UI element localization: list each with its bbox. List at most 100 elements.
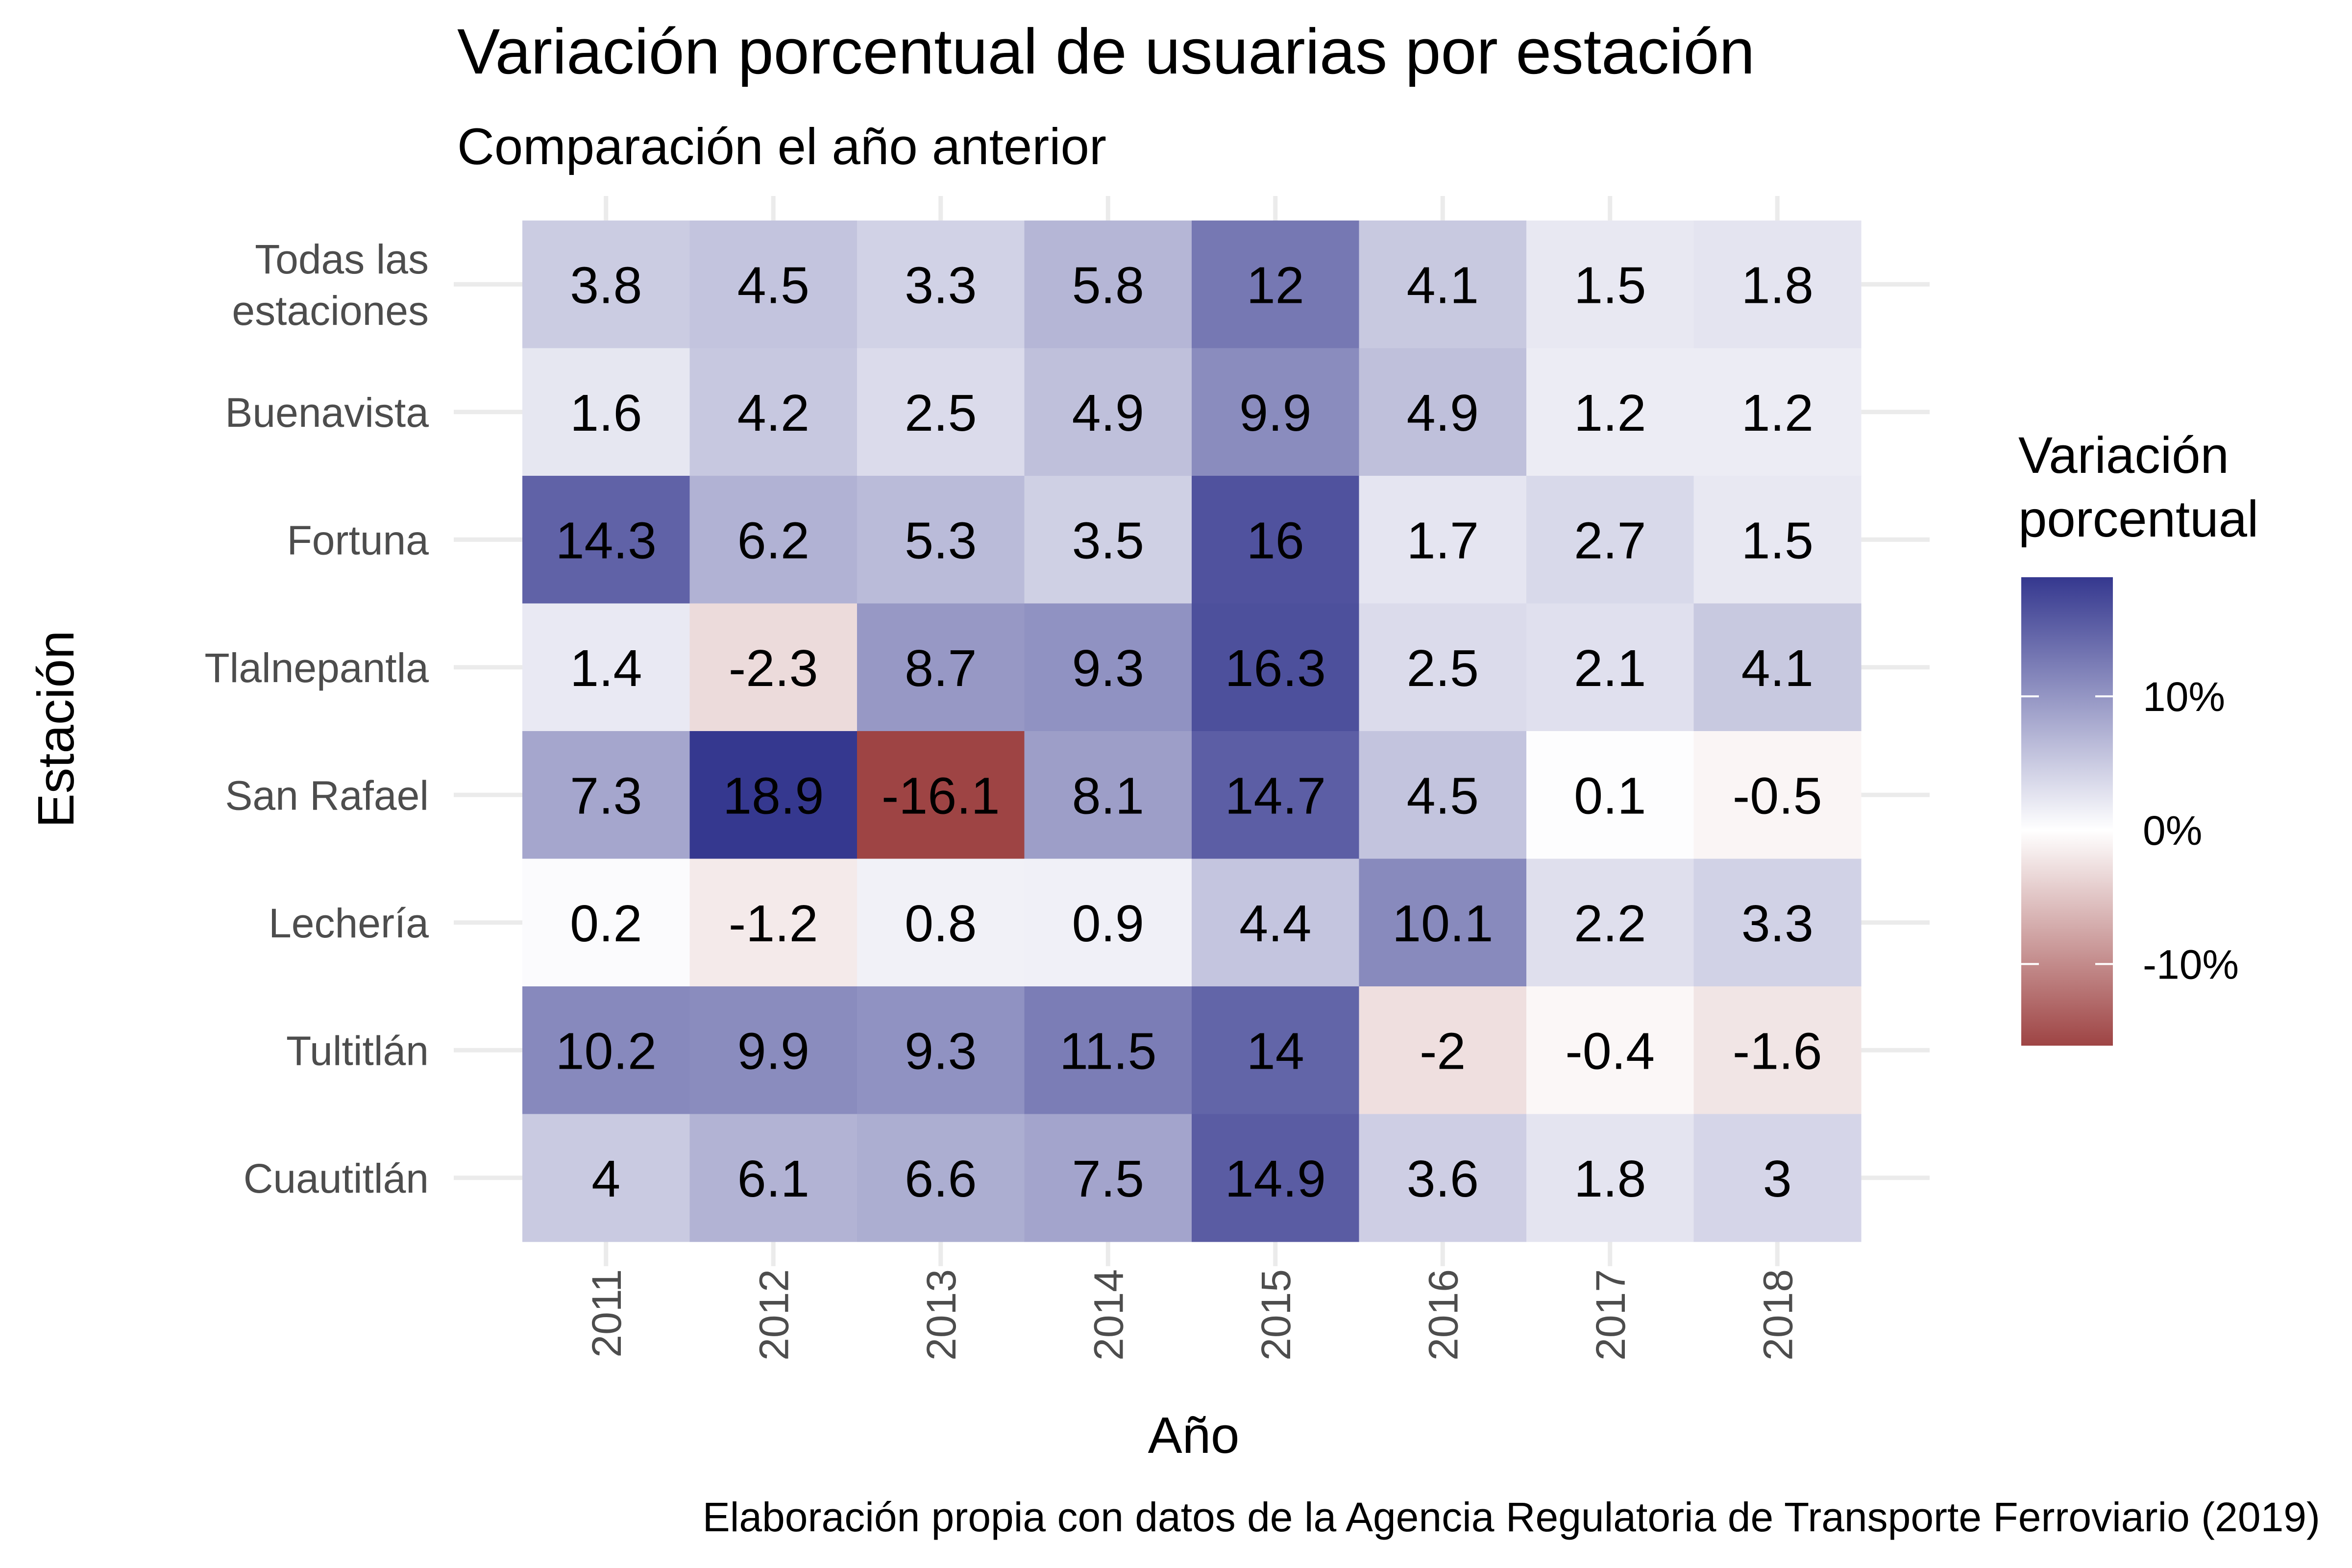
cell-value-label: 5.3 [905, 512, 977, 569]
heatmap-cell [1359, 1114, 1527, 1242]
heatmap-cell [1024, 858, 1192, 987]
cell-value-label: 1.5 [1741, 512, 1813, 569]
y-axis-tick-labels: Todas las estaciones Buenavista Fortuna Tlal… [204, 236, 429, 1201]
heatmap-cell [1526, 858, 1694, 987]
cell-labels: 3.8 4.5 3.3 5.8 12 4.1 1.5 1.8 1.6 4.2 2.5 4.9 9.9 4.… [556, 256, 1822, 1208]
cell-value-label: 4.4 [1239, 895, 1311, 953]
heatmap-cell [1192, 731, 1360, 859]
heatmap-cell [857, 858, 1025, 987]
chart-title: Variación porcentual de usuarias por est… [457, 15, 1755, 87]
cell-value-label: 3.8 [570, 256, 642, 314]
x-tick-label: 2011 [584, 1269, 630, 1358]
cell-value-label: 3.6 [1407, 1150, 1479, 1208]
legend-break-label: 0% [2143, 808, 2202, 854]
cell-value-label: 16 [1247, 512, 1304, 569]
heatmap-cell [1359, 348, 1527, 476]
cell-value-label: -1.6 [1733, 1022, 1822, 1080]
heatmap-cell [1359, 476, 1527, 604]
x-tick-label: 2015 [1253, 1269, 1299, 1361]
heatmap-cell [689, 348, 858, 476]
cell-value-label: 6.2 [737, 512, 809, 569]
heatmap-cell [1024, 348, 1192, 476]
heatmap-cell [1526, 220, 1694, 349]
cell-value-label: 8.7 [905, 639, 977, 697]
cell-value-label: 6.1 [737, 1150, 809, 1208]
cell-value-label: -16.1 [882, 767, 1000, 825]
cell-value-label: 11.5 [1059, 1022, 1156, 1080]
heatmap-cell [689, 220, 858, 349]
chart-subtitle: Comparación el año anterior [457, 118, 1106, 175]
cell-value-label: 5.8 [1072, 256, 1144, 314]
y-tick-label: Tlalnepantla [204, 645, 429, 691]
cell-value-label: 10.2 [556, 1022, 657, 1080]
x-tick-label: 2018 [1755, 1269, 1801, 1361]
heatmap-cell [689, 476, 858, 604]
cell-value-label: 9.9 [1239, 384, 1311, 442]
cell-value-label: 6.6 [905, 1150, 977, 1208]
heatmap-cell [522, 220, 690, 349]
cell-value-label: 4 [591, 1150, 620, 1208]
x-tick-label: 2014 [1085, 1269, 1131, 1361]
heatmap-cell [857, 603, 1025, 732]
heatmap-cell [522, 731, 690, 859]
heatmap-cell [1693, 476, 1862, 604]
cell-value-label: 9.3 [1072, 639, 1144, 697]
legend-colorbar [2021, 577, 2113, 1046]
heatmap-cell [1693, 858, 1862, 987]
heatmap-cell [1693, 986, 1862, 1115]
x-tick-label: 2016 [1420, 1269, 1466, 1361]
cell-value-label: 4.5 [737, 256, 809, 314]
heatmap-cell [1359, 220, 1527, 349]
cell-value-label: 2.2 [1574, 895, 1646, 953]
chart-caption: Elaboración propia con datos de la Agenc… [703, 1494, 2320, 1540]
cell-value-label: 10.1 [1392, 895, 1493, 953]
x-axis-tick-labels: 2011 2012 2013 2014 2015 2016 2017 2018 [584, 1269, 1801, 1361]
cell-value-label: 1.8 [1741, 256, 1813, 314]
cell-value-label: 2.7 [1574, 512, 1646, 569]
cell-value-label: 2.5 [905, 384, 977, 442]
heatmap-cell [522, 1114, 690, 1242]
heatmap-cell [1024, 220, 1192, 349]
cell-value-label: 4.1 [1741, 639, 1813, 697]
heatmap-cell [1526, 476, 1694, 604]
heatmap-cells [522, 220, 1862, 1242]
heatmap-cell [857, 476, 1025, 604]
cell-value-label: 3.3 [1741, 895, 1813, 953]
heatmap-cell [1192, 603, 1360, 732]
y-tick-label: Tultitlán [286, 1028, 429, 1074]
cell-value-label: 3.5 [1072, 512, 1144, 569]
heatmap-cell [689, 986, 858, 1115]
color-legend: Variación porcentual 10% 0% -10% [2018, 427, 2258, 1046]
y-tick-label: San Rafael [225, 772, 429, 818]
cell-value-label: 4.1 [1407, 256, 1479, 314]
cell-value-label: 1.8 [1574, 1150, 1646, 1208]
cell-value-label: 14.3 [556, 512, 657, 569]
cell-value-label: 16.3 [1225, 639, 1326, 697]
heatmap-cell [1024, 731, 1192, 859]
cell-value-label: -0.4 [1565, 1022, 1655, 1080]
cell-value-label: 8.1 [1072, 767, 1144, 825]
heatmap-cell [1693, 731, 1862, 859]
heatmap-cell [857, 986, 1025, 1115]
cell-value-label: -2 [1420, 1022, 1466, 1080]
cell-value-label: 14 [1247, 1022, 1304, 1080]
cell-value-label: 9.3 [905, 1022, 977, 1080]
heatmap-cell [1693, 603, 1862, 732]
heatmap-cell [1526, 731, 1694, 859]
cell-value-label: 2.5 [1407, 639, 1479, 697]
heatmap-cell [857, 348, 1025, 476]
x-tick-label: 2017 [1588, 1269, 1634, 1361]
heatmap-cell [689, 731, 858, 859]
y-tick-label: Todas las estaciones [232, 236, 429, 334]
cell-value-label: 3 [1763, 1150, 1792, 1208]
heatmap-cell [689, 858, 858, 987]
heatmap-cell [522, 603, 690, 732]
heatmap-cell [1526, 986, 1694, 1115]
heatmap-cell [1526, 1114, 1694, 1242]
cell-value-label: -0.5 [1733, 767, 1822, 825]
x-tick-label: 2013 [918, 1269, 964, 1361]
heatmap-cell [1693, 1114, 1862, 1242]
heatmap-cell [1024, 986, 1192, 1115]
cell-value-label: 0.9 [1072, 895, 1144, 953]
